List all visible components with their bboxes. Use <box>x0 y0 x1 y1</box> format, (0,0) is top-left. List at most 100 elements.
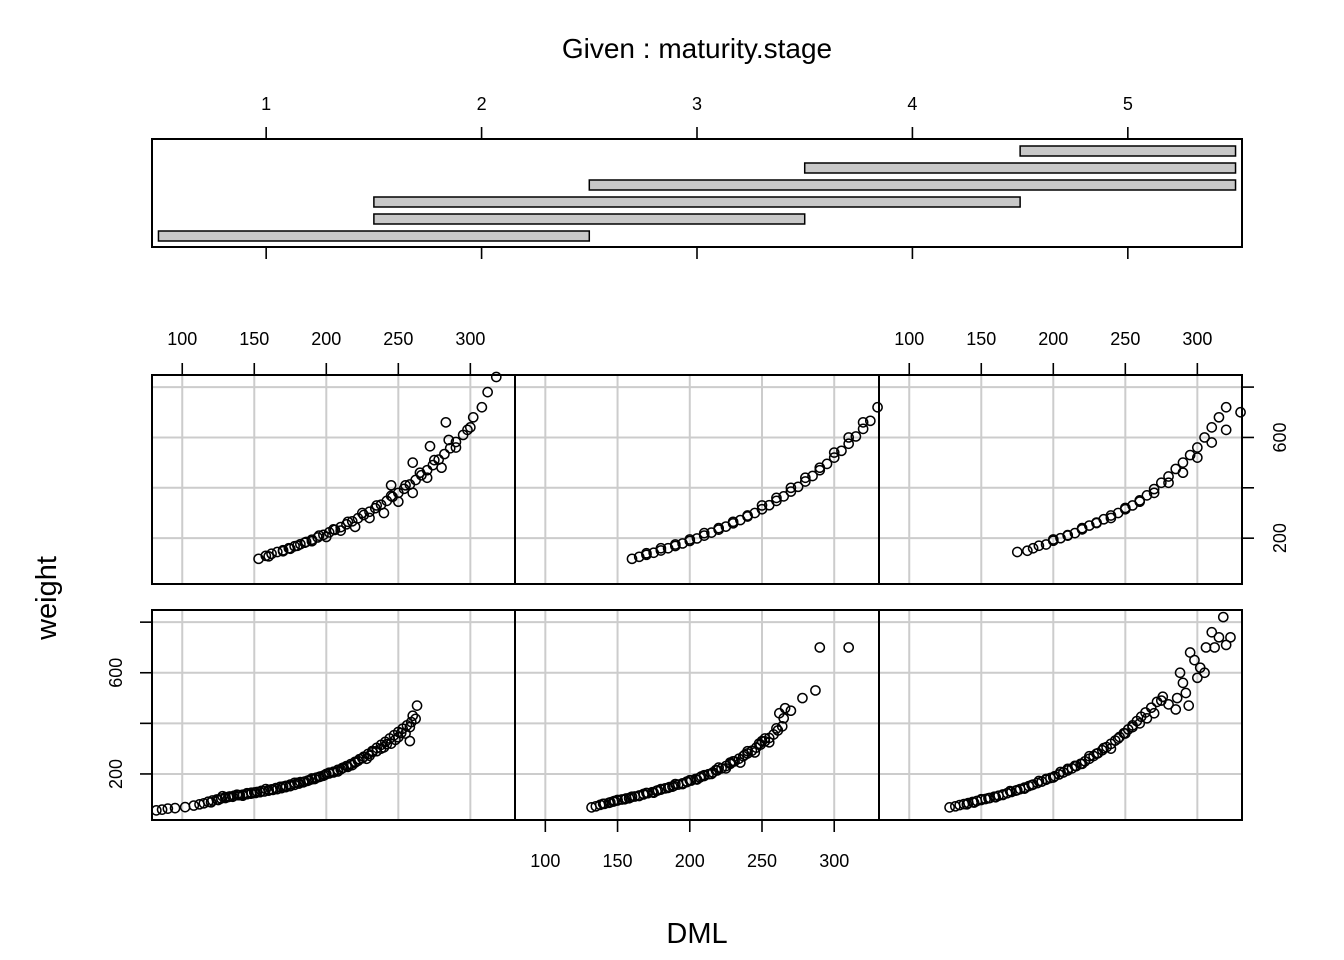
data-point <box>1191 452 1203 463</box>
data-point <box>328 524 339 535</box>
data-point <box>749 747 761 758</box>
data-point <box>727 516 739 528</box>
data-point <box>1209 642 1220 653</box>
given-panel: 1 2 3 4 5 <box>151 94 1243 259</box>
data-point <box>785 705 797 717</box>
x-tick-label: 150 <box>239 329 269 349</box>
given-interval-bar <box>373 213 806 225</box>
data-point <box>778 491 790 502</box>
scatter-panel: 200 600 <box>106 609 516 821</box>
data-point <box>320 531 332 543</box>
data-point <box>482 386 493 398</box>
data-point <box>407 457 419 468</box>
data-point <box>323 767 335 779</box>
data-point <box>997 789 1009 801</box>
x-tick-label: 250 <box>747 851 777 871</box>
data-point <box>237 790 249 802</box>
data-point <box>385 490 397 502</box>
data-point <box>378 507 390 519</box>
scatter-panel: 100 150 200 250 300 <box>151 329 516 585</box>
data-point <box>1177 677 1189 689</box>
data-point <box>428 454 440 466</box>
data-point <box>295 776 306 788</box>
data-point <box>698 527 710 539</box>
data-point <box>713 762 725 773</box>
data-point <box>1183 700 1195 711</box>
data-point <box>814 642 826 653</box>
data-point <box>464 422 476 433</box>
data-point <box>1083 750 1095 762</box>
data-point <box>1177 457 1189 468</box>
data-point <box>771 723 782 734</box>
data-point <box>222 791 234 803</box>
data-point <box>1105 743 1117 755</box>
data-point <box>669 539 681 550</box>
x-axis-title: DML <box>666 918 727 950</box>
data-point <box>381 738 393 750</box>
data-point <box>313 530 325 542</box>
data-point <box>619 793 631 805</box>
data-point <box>836 445 847 457</box>
data-point <box>1206 626 1218 638</box>
data-point <box>968 797 980 808</box>
data-point <box>742 510 753 521</box>
data-point <box>1055 766 1066 778</box>
data-point <box>1062 763 1074 775</box>
data-point <box>335 525 347 536</box>
scatter-panel: 100 150 200 250 300 <box>514 609 880 871</box>
data-point <box>277 545 289 557</box>
data-point <box>1177 467 1189 479</box>
data-point <box>1191 672 1203 684</box>
data-point <box>739 749 751 761</box>
y-tick-label: 600 <box>106 658 126 688</box>
given-tick-label: 5 <box>1123 94 1133 114</box>
data-point <box>352 755 364 767</box>
data-point <box>1076 758 1088 770</box>
given-tick-label: 1 <box>261 94 271 114</box>
data-point <box>1105 512 1117 524</box>
data-point <box>1220 401 1232 413</box>
x-tick-label: 100 <box>530 851 560 871</box>
data-point <box>1141 490 1153 501</box>
data-point <box>604 796 616 808</box>
data-point <box>807 470 818 482</box>
data-point <box>1098 742 1110 754</box>
scatter-panel: 100 150 200 250 300 200 600 <box>878 329 1290 585</box>
data-point <box>1155 477 1167 489</box>
data-point <box>990 791 1002 803</box>
data-point <box>407 487 419 499</box>
data-point <box>843 438 855 450</box>
x-tick-label: 150 <box>603 851 633 871</box>
data-point <box>1040 773 1052 785</box>
x-tick-label: 100 <box>167 329 197 349</box>
data-point <box>779 702 791 714</box>
data-point <box>638 788 649 800</box>
data-point <box>253 553 264 565</box>
data-point <box>266 548 277 560</box>
x-tick-label: 250 <box>383 329 413 349</box>
chart-title: Given : maturity.stage <box>562 33 832 64</box>
data-point <box>669 778 681 790</box>
data-point <box>407 710 419 722</box>
data-point <box>440 416 452 428</box>
data-point <box>392 496 404 508</box>
data-point <box>850 431 862 442</box>
data-point <box>785 482 797 494</box>
panel-frame <box>514 374 880 585</box>
data-point <box>864 415 876 427</box>
data-point <box>1119 728 1131 739</box>
data-point <box>450 436 462 448</box>
data-point <box>776 721 788 732</box>
given-tick-label: 3 <box>692 94 702 114</box>
given-interval-bar <box>1019 145 1237 157</box>
data-point <box>284 543 296 555</box>
data-point <box>1213 411 1225 423</box>
data-point <box>1235 406 1246 418</box>
data-point <box>771 492 782 504</box>
y-tick-label: 200 <box>106 759 126 789</box>
data-point <box>1199 667 1210 679</box>
data-point <box>251 786 263 798</box>
x-tick-label: 200 <box>675 851 705 871</box>
